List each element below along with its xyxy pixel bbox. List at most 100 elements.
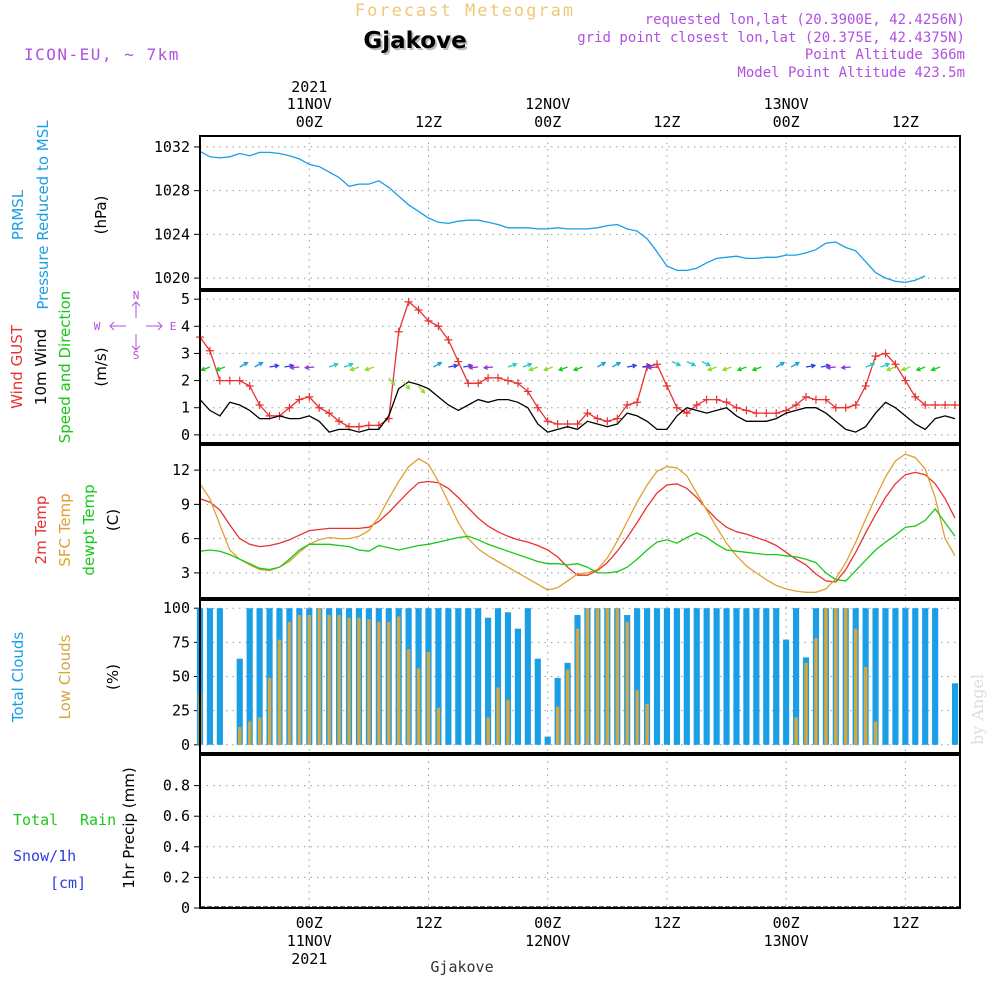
wind-arrow [254,361,264,368]
low-cloud-bar [277,639,282,745]
gust-marker [474,379,483,388]
wind-arrow [572,366,583,372]
top-date-label: 11NOV [287,95,332,113]
gust-marker [762,409,771,418]
top-tick-label: 12Z [892,113,919,131]
gust-marker [533,403,542,412]
y-tick-label: 50 [172,668,190,686]
gust-marker [573,420,582,428]
gust-marker [414,306,423,314]
compass-e: E [170,320,177,333]
gust-marker [603,417,612,426]
low-cloud-bar [506,699,510,745]
total-cloud-bar [445,608,452,745]
bottom-tick-label: 00Z [773,914,800,932]
gust-marker [772,409,781,418]
gust-marker [951,401,960,409]
wind-direction-arrows [200,360,941,394]
wind-arrow [343,362,354,368]
total-cloud-bar [246,608,253,745]
top-date-label: 12NOV [525,95,570,113]
y-tick-label: 0.4 [163,838,190,856]
low-cloud-bar [605,608,610,745]
precip-label-rain: Rain [80,811,116,829]
gust-marker [464,379,473,388]
total-cloud-bar [703,608,710,745]
y-tick-label: 5 [181,290,190,308]
gust-marker [901,376,910,385]
temp-label-2m: 2m Temp [32,496,50,565]
low-cloud-bar [297,615,302,745]
y-tick-label: 9 [181,495,190,513]
station-name-shadow: Gjakove [365,30,468,56]
top-tick-label: 00Z [296,113,323,131]
pressure-label-prmsl: PRMSL [9,189,27,240]
total-cloud-bar [902,608,909,745]
gust-marker [752,409,761,418]
wind-arrow [289,365,300,370]
wind-unit: (m/s) [92,347,110,386]
pressure-unit: (hPa) [92,196,110,235]
gust-marker [682,409,691,418]
gust-marker [871,352,880,361]
gust-marker [811,395,820,404]
wind-arrow [215,366,226,372]
wind-arrow [880,362,891,368]
wind-arrow [840,365,851,370]
total-cloud-bar [783,639,790,745]
wind-arrow [671,360,682,367]
gust-marker [941,401,950,409]
gust-marker [831,403,840,412]
y-tick-label: 25 [172,702,190,720]
wind-label-10m: 10m Wind [32,329,50,405]
total-cloud-bar [266,608,273,745]
total-cloud-bar [673,608,680,745]
top-tick-label: 12Z [653,113,680,131]
footer-station: Gjakove [430,958,493,976]
low-cloud-bar [496,687,500,745]
wind-label-gust: Wind GUST [8,324,26,409]
low-cloud-bar [645,703,649,745]
panel-frame [199,135,961,290]
total-cloud-bar [723,608,730,745]
wind-arrow [418,385,426,394]
10m-wind-line [199,381,956,433]
wind-arrow [448,363,459,369]
wind-arrow [482,365,494,370]
total-cloud-bar [514,628,521,745]
total-cloud-bar [544,736,551,745]
bottom-tick-label: 12Z [653,914,680,932]
low-cloud-bar [327,615,331,745]
wind-arrow [885,366,896,372]
gust-marker [593,414,602,423]
low-cloud-bar [585,608,590,745]
wind-arrow [200,366,211,372]
y-tick-label: 1 [181,399,190,417]
wind-label-speed-dir: Speed and Direction [56,291,74,444]
gust-marker [335,417,344,426]
gust-marker [523,387,532,396]
dewpt-temp-line [199,507,956,582]
wind-arrow [269,363,280,369]
wind-arrow [900,366,911,372]
y-tick-label: 6 [181,530,190,548]
wind-arrow [303,365,315,370]
y-tick-label: 1028 [154,182,190,200]
low-cloud-bar [844,608,848,745]
y-tick-label: 0.6 [163,807,190,825]
wind-arrow [736,366,747,372]
precip-label-total: Total [13,811,58,829]
gust-marker [484,373,493,382]
bottom-tick-label: 00Z [534,914,561,932]
low-cloud-bar [367,619,371,745]
y-tick-label: 0 [181,426,190,444]
gust-marker [931,401,940,409]
bottom-date-label: 11NOV [287,932,332,950]
top-tick-label: 00Z [534,113,561,131]
gust-marker [652,360,661,369]
low-cloud-bar [794,717,798,745]
total-cloud-bar [236,658,243,745]
